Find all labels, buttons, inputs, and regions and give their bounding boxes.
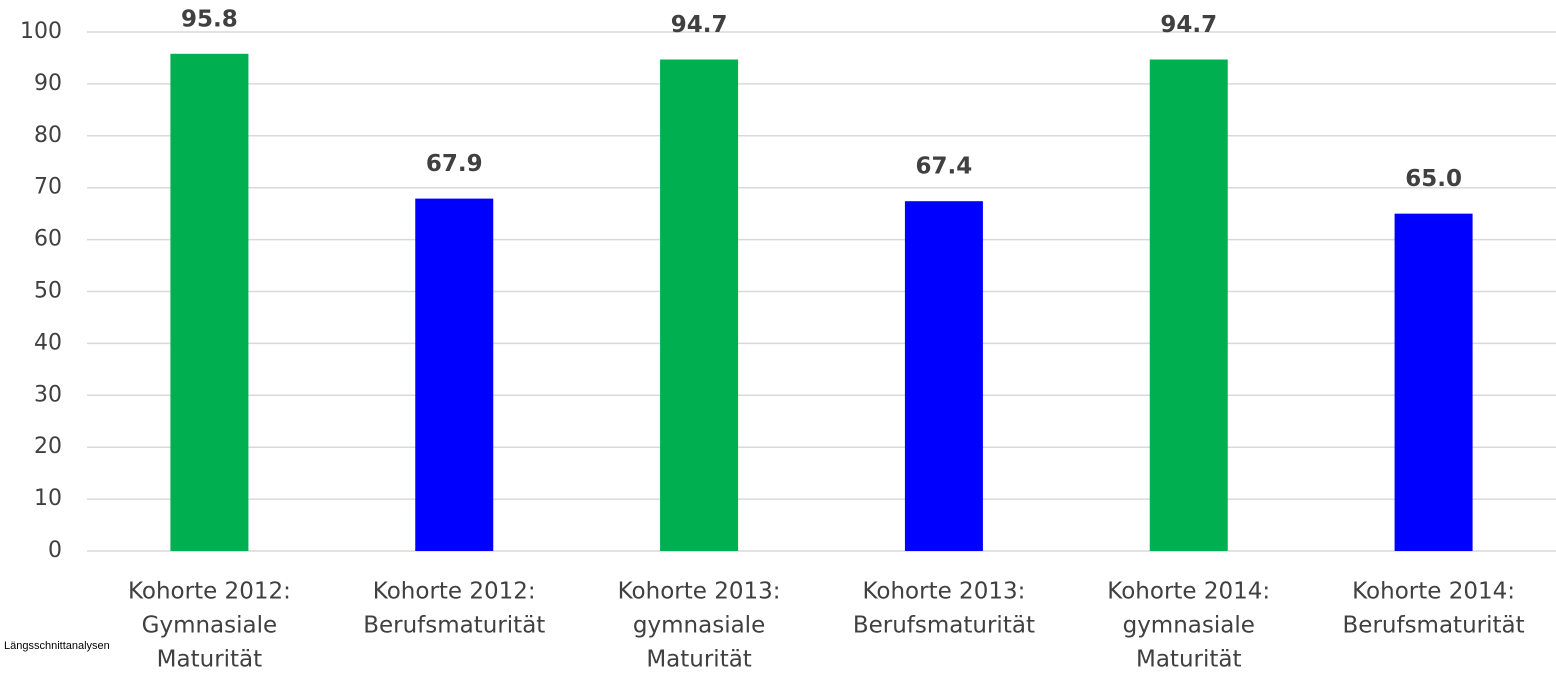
value-label: 67.4: [916, 154, 973, 180]
value-label: 94.7: [671, 12, 728, 38]
y-tick-label: 80: [34, 123, 62, 148]
x-tick-label: Berufsmaturität: [363, 613, 545, 639]
x-tick-label: Maturität: [157, 647, 263, 673]
x-tick-label: Gymnasiale: [142, 613, 278, 639]
y-tick-label: 60: [34, 227, 62, 252]
x-tick-label: Kohorte 2012:: [128, 579, 291, 605]
bar: [904, 201, 983, 551]
y-tick-label: 100: [20, 19, 62, 44]
y-tick-label: 0: [48, 538, 62, 563]
x-tick-label: gymnasiale: [633, 613, 765, 639]
x-tick-label: Berufsmaturität: [853, 613, 1035, 639]
x-tick-label: Kohorte 2013:: [618, 579, 781, 605]
y-tick-label: 30: [34, 382, 62, 407]
annotation: Längsschnittanalysen: [4, 640, 110, 652]
bar: [1394, 213, 1473, 551]
y-tick-label: 50: [34, 279, 62, 304]
bar: [170, 53, 249, 551]
value-label: 94.7: [1160, 12, 1217, 38]
x-tick-label: Kohorte 2014:: [1107, 579, 1270, 605]
y-tick-label: 40: [34, 330, 62, 355]
y-tick-label: 70: [34, 175, 62, 200]
value-label: 95.8: [181, 6, 238, 32]
bar: [415, 198, 494, 551]
value-label: 67.9: [426, 151, 483, 177]
value-label: 65.0: [1405, 166, 1462, 192]
x-tick-label: Maturität: [646, 647, 752, 673]
y-tick-label: 20: [34, 434, 62, 459]
x-tick-label: Kohorte 2014:: [1352, 579, 1515, 605]
bar: [1149, 59, 1228, 552]
x-tick-label: Berufsmaturität: [1343, 613, 1525, 639]
y-tick-label: 10: [34, 486, 62, 511]
x-tick-label: Kohorte 2012:: [373, 579, 536, 605]
x-tick-label: Maturität: [1136, 647, 1242, 673]
x-tick-label: gymnasiale: [1123, 613, 1255, 639]
bar: [660, 59, 739, 552]
x-tick-label: Kohorte 2013:: [862, 579, 1025, 605]
y-tick-label: 90: [34, 71, 62, 96]
